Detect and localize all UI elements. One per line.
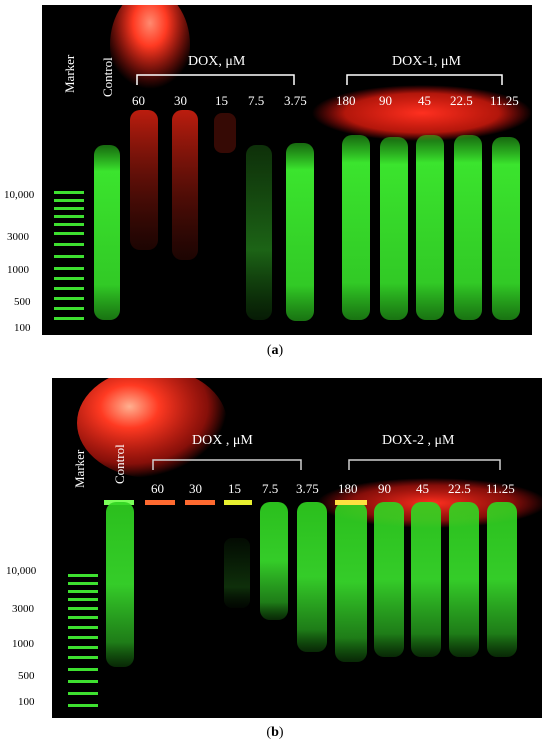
group2-label: DOX-1, μM	[392, 54, 461, 69]
size-label: 10,000	[4, 189, 35, 201]
marker-ladder	[54, 191, 84, 320]
lane-dox-7-5	[246, 145, 272, 320]
lane-dox-3-75	[297, 502, 327, 652]
group1-label: DOX , μM	[192, 433, 253, 448]
size-label: 1000	[7, 264, 29, 276]
conc-label: 180	[336, 93, 356, 108]
group1-label: DOX, μM	[188, 54, 246, 69]
size-label: 500	[18, 670, 35, 682]
well-dox2-180	[335, 500, 367, 505]
size-label: 100	[14, 322, 31, 334]
lane-dox2-180	[335, 502, 367, 662]
lane-control	[106, 502, 134, 667]
lane-dox-30	[172, 110, 198, 260]
conc-label: 180	[338, 481, 358, 496]
control-label: Control	[100, 57, 115, 97]
marker-sizes-a: 10,000 3000 1000 500 100	[0, 0, 42, 747]
lane-dox-3-75	[286, 143, 314, 321]
conc-label: 90	[378, 481, 391, 496]
gel-image-a: Marker Control DOX, μM DOX-1, μM 60 30 1…	[42, 5, 532, 335]
conc-label: 22.5	[448, 481, 471, 496]
conc-label: 22.5	[450, 93, 473, 108]
conc-label: 45	[418, 93, 431, 108]
conc-label: 3.75	[284, 93, 307, 108]
lane-dox1-45	[416, 135, 444, 320]
lane-dox-15	[214, 113, 236, 153]
well-dox-60	[145, 500, 175, 505]
conc-label: 30	[189, 481, 202, 496]
group2-label: DOX-2 , μM	[382, 433, 455, 448]
dox2-bracket	[348, 459, 501, 470]
size-label: 10,000	[6, 565, 37, 577]
marker-label: Marker	[72, 449, 87, 488]
conc-label: 60	[151, 481, 164, 496]
lane-dox1-22-5	[454, 135, 482, 320]
control-label: Control	[112, 444, 127, 484]
dox-bracket	[152, 459, 302, 470]
dox-fluorescence-blob	[110, 5, 190, 100]
marker-label: Marker	[62, 54, 77, 93]
gel-panel-b: Marker Control DOX , μM DOX-2 , μM 60 30…	[52, 378, 542, 718]
lane-dox1-11-25	[492, 137, 520, 320]
conc-label: 60	[132, 93, 145, 108]
lane-dox-7-5	[260, 502, 288, 620]
gel-image-b: Marker Control DOX , μM DOX-2 , μM 60 30…	[52, 378, 542, 718]
well-dox-15	[224, 500, 252, 505]
lane-dox-60	[130, 110, 158, 250]
conc-label: 30	[174, 93, 187, 108]
conc-label: 90	[379, 93, 392, 108]
size-label: 3000	[12, 603, 34, 615]
dox1-bracket	[346, 74, 503, 85]
size-label: 100	[18, 696, 35, 708]
lane-dox2-22-5	[449, 502, 479, 657]
dox1-well-glow	[312, 85, 532, 141]
lane-dox2-45	[411, 502, 441, 657]
marker-sizes-b: 10,000 3000 1000 500 100	[0, 0, 52, 747]
conc-label: 11.25	[490, 93, 519, 108]
conc-label: 15	[215, 93, 228, 108]
conc-label: 3.75	[296, 481, 319, 496]
caption-b: (b)	[266, 725, 284, 740]
caption-a: (a)	[266, 343, 284, 358]
conc-label: 45	[416, 481, 429, 496]
size-label: 3000	[7, 231, 29, 243]
gel-panel-a: Marker Control DOX, μM DOX-1, μM 60 30 1…	[42, 5, 532, 335]
lane-dox2-90	[374, 502, 404, 657]
lane-dox1-90	[380, 137, 408, 320]
conc-label: 15	[228, 481, 241, 496]
conc-label: 7.5	[262, 481, 278, 496]
lane-dox-15	[224, 538, 250, 608]
marker-ladder	[68, 574, 98, 707]
conc-label: 7.5	[248, 93, 264, 108]
size-label: 1000	[12, 638, 34, 650]
lane-control	[94, 145, 120, 320]
dox-bracket	[136, 74, 295, 85]
well-dox-30	[185, 500, 215, 505]
size-label: 500	[14, 296, 31, 308]
lane-dox1-180	[342, 135, 370, 320]
lane-dox2-11-25	[487, 502, 517, 657]
conc-label: 11.25	[486, 481, 515, 496]
dox-fluorescence-blob	[77, 378, 227, 478]
